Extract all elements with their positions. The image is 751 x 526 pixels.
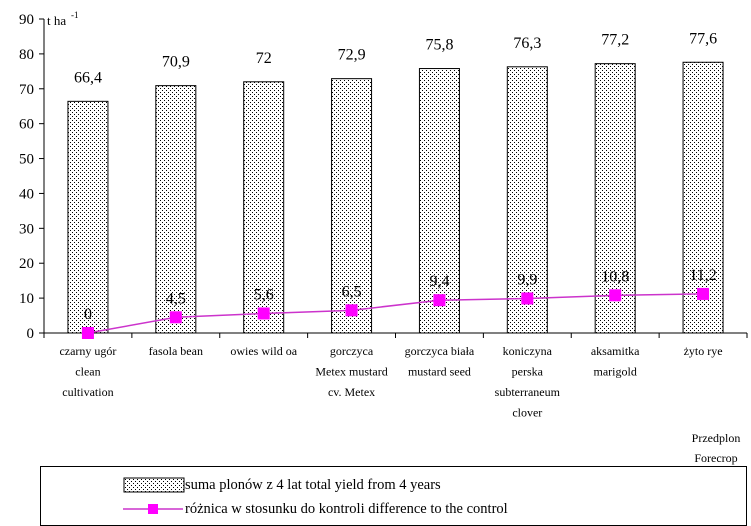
category-label: gorczyca biała [405,344,475,358]
category-label: gorczyca [330,344,374,358]
legend-label-difference: różnica w stosunku do kontroli differenc… [185,500,508,517]
bar-value-label: 72,9 [338,47,366,64]
category-label: aksamitka [591,344,640,358]
y-tick-label: 40 [19,186,34,202]
category-label: clover [512,406,542,420]
y-tick-label: 90 [19,12,34,28]
line-marker [257,307,270,320]
legend-item-total-yield: suma plonów z 4 lat total yield from 4 y… [123,475,441,495]
category-label: perska [512,365,544,379]
bar-value-label: 70,9 [162,54,190,71]
line-marker [81,327,94,339]
category-label: mustard seed [408,365,471,379]
bar [506,66,548,334]
line-marker [345,304,358,317]
line-marker [169,311,182,324]
bar-value-label: 77,6 [689,30,717,47]
difference-line [81,287,710,339]
bar [67,100,109,334]
line-value-label: 5,6 [254,286,274,303]
bar [682,61,724,334]
bars [67,61,724,334]
category-label: żyto rye [684,344,723,358]
y-tick-label: 20 [19,256,34,272]
category-label: clean [75,365,100,379]
legend-item-difference: różnica w stosunku do kontroli differenc… [123,499,508,519]
category-label: owies wild oa [230,344,297,358]
bar-value-label: 77,2 [601,32,629,49]
bar [594,63,636,334]
bar [418,68,460,334]
line-marker [521,292,534,305]
y-axis-unit-sup: -1 [71,10,79,20]
bar [155,85,197,334]
data-labels: 66,4 70,9 72 72,9 75,8 76,3 77,2 77,6 0 4,5 5,6 6,5… [74,30,717,323]
line-value-label: 6,5 [342,283,362,300]
y-tick-label: 10 [19,291,34,307]
line-value-label: 4,5 [166,290,186,307]
line-value-label: 9,9 [517,271,537,288]
legend-label-total-yield: suma plonów z 4 lat total yield from 4 y… [185,476,441,493]
legend: suma plonów z 4 lat total yield from 4 y… [40,466,747,526]
chart: 0 10 20 30 40 50 60 70 80 90 t ha -1 66,4 70,9 72 72,9… [19,10,748,465]
y-tick-label: 50 [19,152,34,168]
category-label: marigold [594,365,637,379]
line-value-label: 9,4 [429,273,449,290]
y-tick-label: 60 [19,117,34,133]
bar [243,81,285,334]
line-marker [697,287,710,300]
axes: 0 10 20 30 40 50 60 70 80 90 t ha -1 [19,10,748,342]
y-tick-label: 80 [19,47,34,63]
category-labels: czarny ugór clean cultivation fasola bean ow… [59,344,740,465]
category-label: cultivation [62,385,113,399]
line-marker [433,294,446,307]
category-label: czarny ugór [59,344,116,358]
line-marker [609,289,622,302]
bar-value-label: 66,4 [74,69,102,86]
x-axis-title: Forecrop [694,451,737,465]
bar-value-label: 75,8 [425,37,453,54]
category-label: cv. Metex [328,385,375,399]
x-axis-title: Przedplon [692,431,741,445]
bar [331,78,373,334]
category-label: subterraneum [495,385,561,399]
y-tick-label: 30 [19,221,34,237]
line-value-label: 0 [84,306,92,323]
line-value-label: 11,2 [689,267,716,284]
legend-swatch-line [123,504,183,514]
y-tick-label: 0 [27,326,35,342]
bar-value-label: 72 [256,50,272,67]
bar-value-label: 76,3 [513,35,541,52]
category-label: koniczyna [503,344,553,358]
legend-swatch-bar [123,477,185,493]
y-axis-unit: t ha [47,13,66,28]
category-label: fasola bean [149,344,203,358]
line-value-label: 10,8 [601,268,629,285]
difference-line-path [87,293,704,334]
category-label: Metex mustard [315,365,387,379]
y-tick-label: 70 [19,82,34,98]
